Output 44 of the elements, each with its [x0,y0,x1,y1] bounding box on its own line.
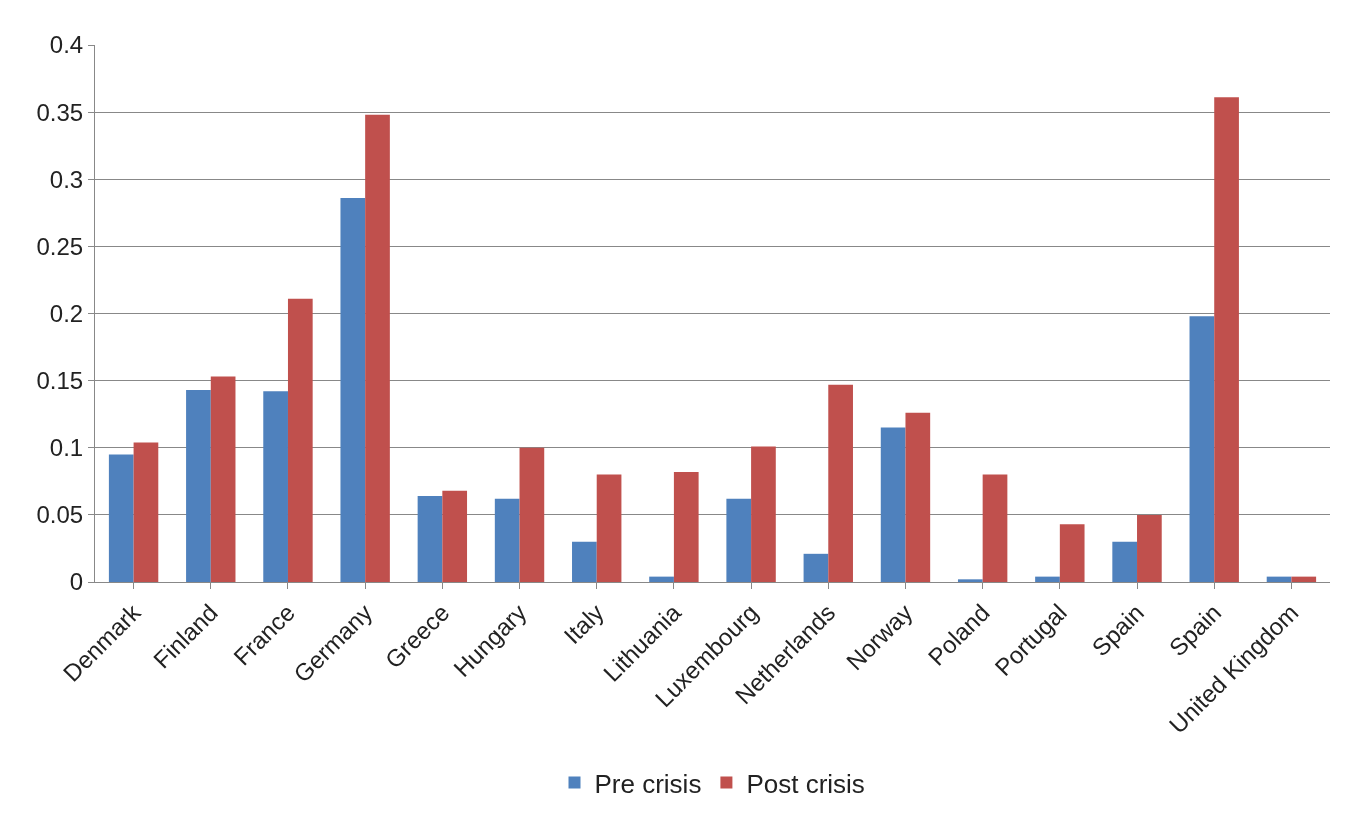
y-tick-label: 0 [69,568,84,596]
y-tick-label: 0.05 [36,501,84,529]
bar [905,412,931,582]
y-tick-label: 0.2 [49,299,84,327]
bar [649,576,674,582]
legend-label: Post crisis [746,768,865,799]
bar [1112,541,1138,582]
bar [982,474,1008,582]
y-tick-label: 0.15 [36,367,84,395]
bar [442,490,468,582]
bar [519,447,545,582]
y-tick-label: 0.35 [36,98,84,126]
bar [1214,97,1239,582]
bar [263,391,288,582]
bar [828,384,853,582]
bar [596,474,622,582]
bar [803,553,829,582]
y-tick-label: 0.1 [49,434,84,462]
bar [417,496,443,582]
bar [186,390,211,582]
bar [210,376,236,582]
bar [1059,524,1085,582]
bar [287,298,313,582]
bar [726,498,752,582]
bar [880,427,906,582]
bar [133,442,159,582]
y-tick-label: 0.3 [49,165,84,193]
bar [1035,576,1060,582]
bar [751,446,776,582]
bar [494,498,520,582]
bar [108,454,134,582]
bar [340,198,366,582]
bar [1266,576,1292,582]
bar [572,541,597,582]
bar [1291,576,1317,582]
legend-label: Pre crisis [594,768,702,799]
bar [957,579,983,582]
y-tick-label: 0.4 [49,31,84,59]
bar [673,471,699,582]
bar [1189,316,1215,582]
bar [365,114,390,582]
bar [1137,514,1162,582]
x-tick-label: Italy [558,598,609,649]
y-tick-label: 0.25 [36,232,84,260]
